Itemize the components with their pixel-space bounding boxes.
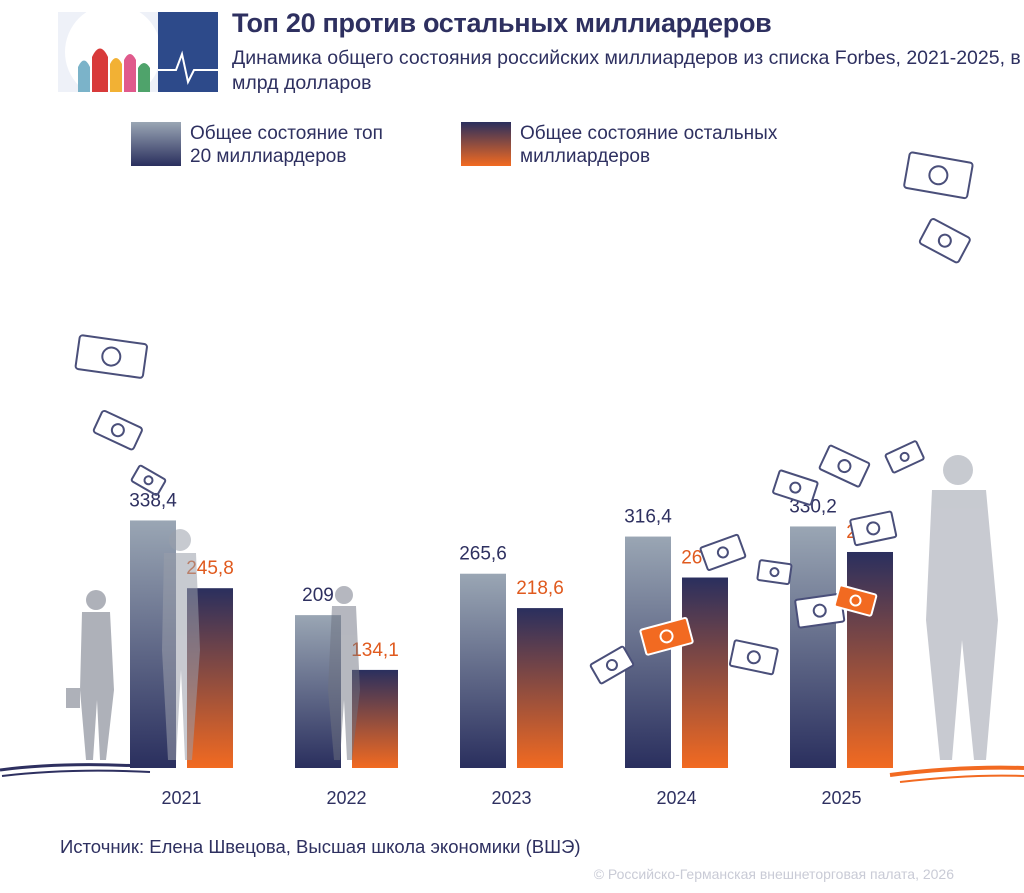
copyright-note: © Российско-Германская внешнеторговая па…: [593, 866, 954, 882]
source-note: Источник: Елена Швецова, Высшая школа эк…: [60, 836, 581, 857]
money-illustration: [74, 151, 974, 496]
ground-stroke-left: [0, 763, 151, 777]
bar-others-2023: [517, 608, 563, 768]
value-label-others-2023: 218,6: [516, 578, 564, 599]
bar-others-2024: [682, 577, 728, 768]
x-tick-2024: 2024: [656, 788, 696, 808]
legend-swatch-top20: [131, 122, 181, 166]
value-label-top20-2023: 265,6: [459, 544, 507, 565]
bar-others-2025: [847, 551, 893, 768]
value-label-others-2022: 134,1: [351, 640, 399, 661]
x-tick-2022: 2022: [326, 788, 366, 808]
legend-swatch-others: [461, 122, 511, 166]
money-cloud-illustration: [589, 440, 925, 685]
businessman-illustration-left: [66, 529, 200, 760]
value-label-others-2021: 245,8: [186, 558, 234, 579]
x-tick-2025: 2025: [821, 788, 861, 808]
businessman-illustration-middle: [328, 586, 360, 760]
bar-top20-2025: [790, 526, 836, 768]
value-label-top20-2021: 338,4: [129, 490, 177, 511]
value-label-top20-2024: 316,4: [624, 507, 672, 528]
legend-label-others: Общее состояние остальных миллиардеров: [520, 123, 778, 167]
businessman-illustration-right: [926, 455, 998, 760]
chart-title: Топ 20 против остальных миллиардеров: [232, 8, 772, 38]
bar-top20-2023: [460, 573, 506, 768]
logo-image: [58, 12, 218, 92]
value-label-top20-2022: 209: [302, 585, 334, 606]
legend-label-top20: Общее состояние топ 20 миллиардеров: [190, 123, 383, 167]
chart-subtitle: Динамика общего состояния российских мил…: [232, 47, 1021, 94]
x-tick-2021: 2021: [161, 788, 201, 808]
x-tick-2023: 2023: [491, 788, 531, 808]
ground-stroke-right: [889, 765, 1024, 783]
